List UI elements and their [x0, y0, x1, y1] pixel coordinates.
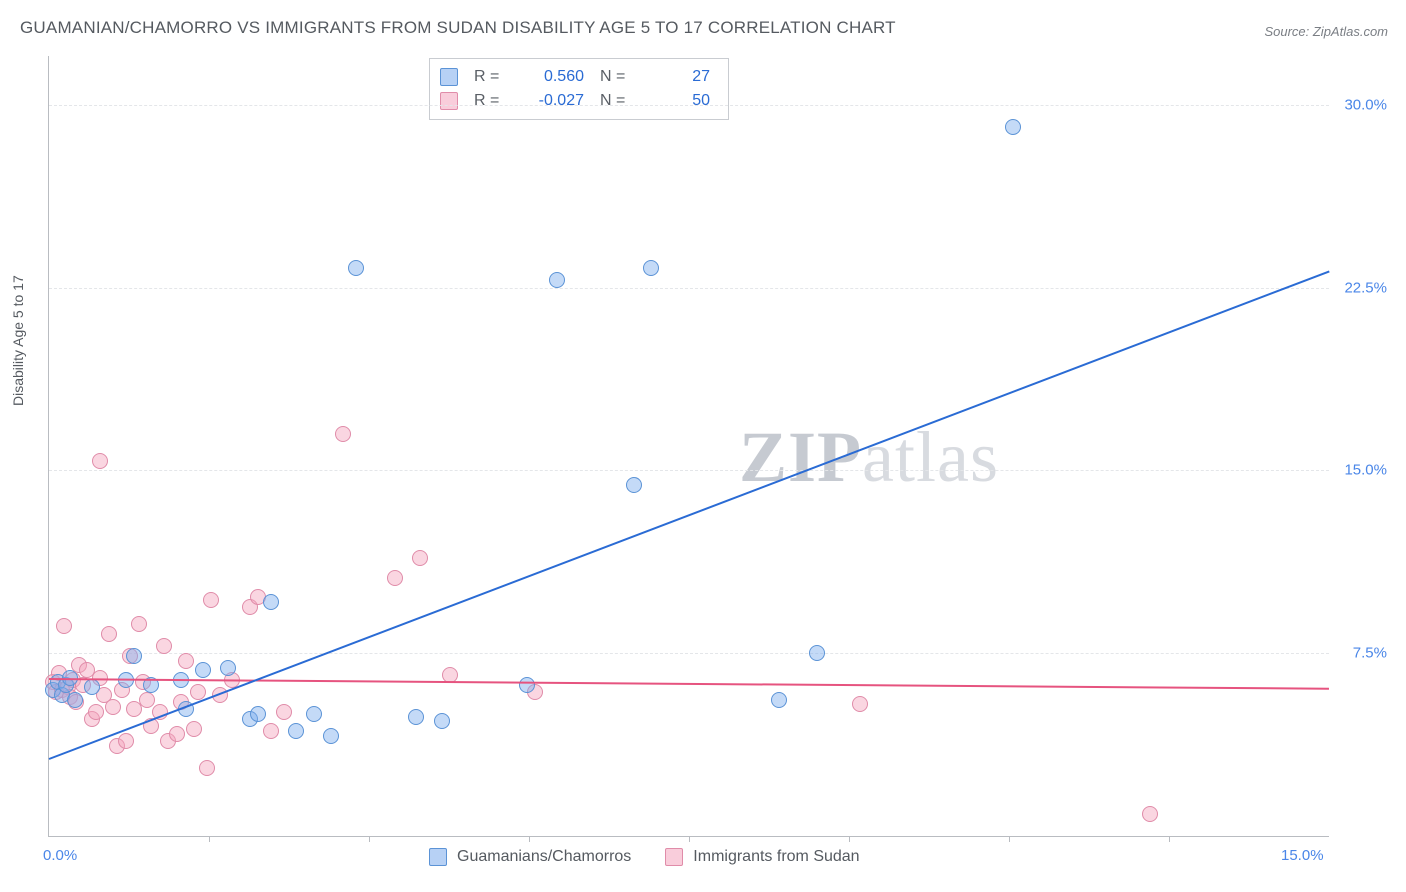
swatch-pink-icon: [665, 848, 683, 866]
data-point: [276, 704, 292, 720]
r-label: R =: [474, 89, 504, 113]
plot-region: ZIPatlas R = 0.560 N = 27 R = -0.027 N =…: [48, 56, 1329, 837]
r-value-pink: -0.027: [520, 89, 584, 113]
x-tick-mark: [209, 836, 210, 842]
n-label: N =: [600, 89, 630, 113]
y-tick-label: 22.5%: [1344, 279, 1387, 296]
legend-label-pink: Immigrants from Sudan: [693, 848, 859, 866]
n-value-pink: 50: [646, 89, 710, 113]
r-value-blue: 0.560: [520, 65, 584, 89]
data-point: [101, 626, 117, 642]
data-point: [195, 662, 211, 678]
data-point: [412, 550, 428, 566]
gridline: [49, 653, 1329, 654]
gridline: [49, 105, 1329, 106]
data-point: [84, 679, 100, 695]
data-point: [56, 618, 72, 634]
gridline: [49, 470, 1329, 471]
data-point: [139, 692, 155, 708]
data-point: [348, 260, 364, 276]
data-point: [199, 760, 215, 776]
source-attribution: Source: ZipAtlas.com: [1264, 24, 1388, 39]
stats-row-pink: R = -0.027 N = 50: [440, 89, 710, 113]
data-point: [67, 692, 83, 708]
data-point: [263, 594, 279, 610]
swatch-pink-icon: [440, 92, 458, 110]
legend-item-blue: Guamanians/Chamorros: [429, 848, 631, 866]
data-point: [1142, 806, 1158, 822]
legend-label-blue: Guamanians/Chamorros: [457, 848, 631, 866]
swatch-blue-icon: [440, 68, 458, 86]
n-label: N =: [600, 65, 630, 89]
data-point: [852, 696, 868, 712]
watermark: ZIPatlas: [739, 416, 999, 499]
x-tick-mark: [689, 836, 690, 842]
data-point: [156, 638, 172, 654]
data-point: [288, 723, 304, 739]
data-point: [408, 709, 424, 725]
data-point: [809, 645, 825, 661]
data-point: [250, 706, 266, 722]
stats-legend-box: R = 0.560 N = 27 R = -0.027 N = 50: [429, 58, 729, 120]
data-point: [519, 677, 535, 693]
data-point: [387, 570, 403, 586]
y-tick-label: 7.5%: [1353, 645, 1387, 662]
data-point: [169, 726, 185, 742]
data-point: [771, 692, 787, 708]
data-point: [323, 728, 339, 744]
x-tick-label: 0.0%: [43, 847, 77, 864]
data-point: [643, 260, 659, 276]
data-point: [1005, 119, 1021, 135]
data-point: [263, 723, 279, 739]
data-point: [335, 426, 351, 442]
x-tick-mark: [849, 836, 850, 842]
legend-item-pink: Immigrants from Sudan: [665, 848, 859, 866]
x-tick-mark: [529, 836, 530, 842]
data-point: [186, 721, 202, 737]
chart-title: GUAMANIAN/CHAMORRO VS IMMIGRANTS FROM SU…: [20, 18, 896, 38]
data-point: [131, 616, 147, 632]
data-point: [626, 477, 642, 493]
data-point: [92, 453, 108, 469]
data-point: [88, 704, 104, 720]
r-label: R =: [474, 65, 504, 89]
x-tick-mark: [1169, 836, 1170, 842]
data-point: [178, 653, 194, 669]
swatch-blue-icon: [429, 848, 447, 866]
x-tick-mark: [1009, 836, 1010, 842]
x-tick-mark: [369, 836, 370, 842]
data-point: [118, 733, 134, 749]
stats-row-blue: R = 0.560 N = 27: [440, 65, 710, 89]
y-tick-label: 15.0%: [1344, 462, 1387, 479]
data-point: [203, 592, 219, 608]
data-point: [220, 660, 236, 676]
n-value-blue: 27: [646, 65, 710, 89]
data-point: [434, 713, 450, 729]
y-axis-label: Disability Age 5 to 17: [10, 275, 26, 406]
data-point: [549, 272, 565, 288]
x-tick-label: 15.0%: [1281, 847, 1324, 864]
y-tick-label: 30.0%: [1344, 96, 1387, 113]
chart-area: ZIPatlas R = 0.560 N = 27 R = -0.027 N =…: [48, 56, 1388, 836]
series-legend: Guamanians/Chamorros Immigrants from Sud…: [429, 848, 860, 866]
data-point: [306, 706, 322, 722]
data-point: [126, 648, 142, 664]
data-point: [105, 699, 121, 715]
gridline: [49, 288, 1329, 289]
